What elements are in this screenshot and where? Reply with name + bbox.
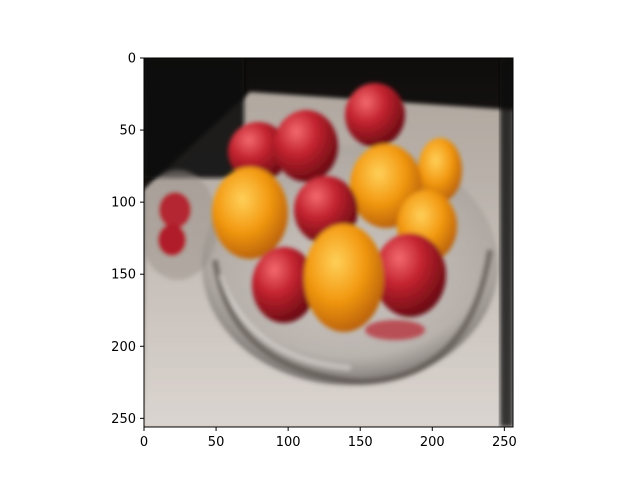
y-tick-label: 0	[128, 52, 136, 67]
orange-icon	[304, 224, 384, 332]
apple-icon	[274, 110, 338, 182]
y-tick-label: 200	[111, 340, 136, 355]
fruit-bowl-photo	[144, 58, 513, 427]
y-tick-label: 150	[111, 268, 136, 283]
y-axis: 0 50 100 150 200 250	[111, 52, 144, 427]
orange-icon	[212, 167, 288, 259]
x-tick-label: 100	[276, 435, 301, 450]
x-tick-label: 250	[492, 435, 517, 450]
x-tick-label: 0	[140, 435, 148, 450]
x-tick-label: 150	[348, 435, 373, 450]
left-glass-icon	[144, 170, 218, 280]
apple-icon	[252, 247, 316, 323]
y-tick-label: 250	[111, 412, 136, 427]
apple-icon	[374, 233, 446, 317]
fruit-pile	[212, 83, 462, 340]
orange-icon	[418, 138, 462, 202]
x-axis: 0 50 100 150 200 250	[140, 427, 517, 450]
y-tick-label: 100	[111, 196, 136, 211]
apple-icon	[345, 83, 405, 147]
apple-icon	[228, 122, 288, 182]
y-tick-label: 50	[119, 124, 136, 139]
x-tick-label: 200	[420, 435, 445, 450]
axes-frame	[143, 57, 514, 428]
x-tick-label: 50	[208, 435, 225, 450]
